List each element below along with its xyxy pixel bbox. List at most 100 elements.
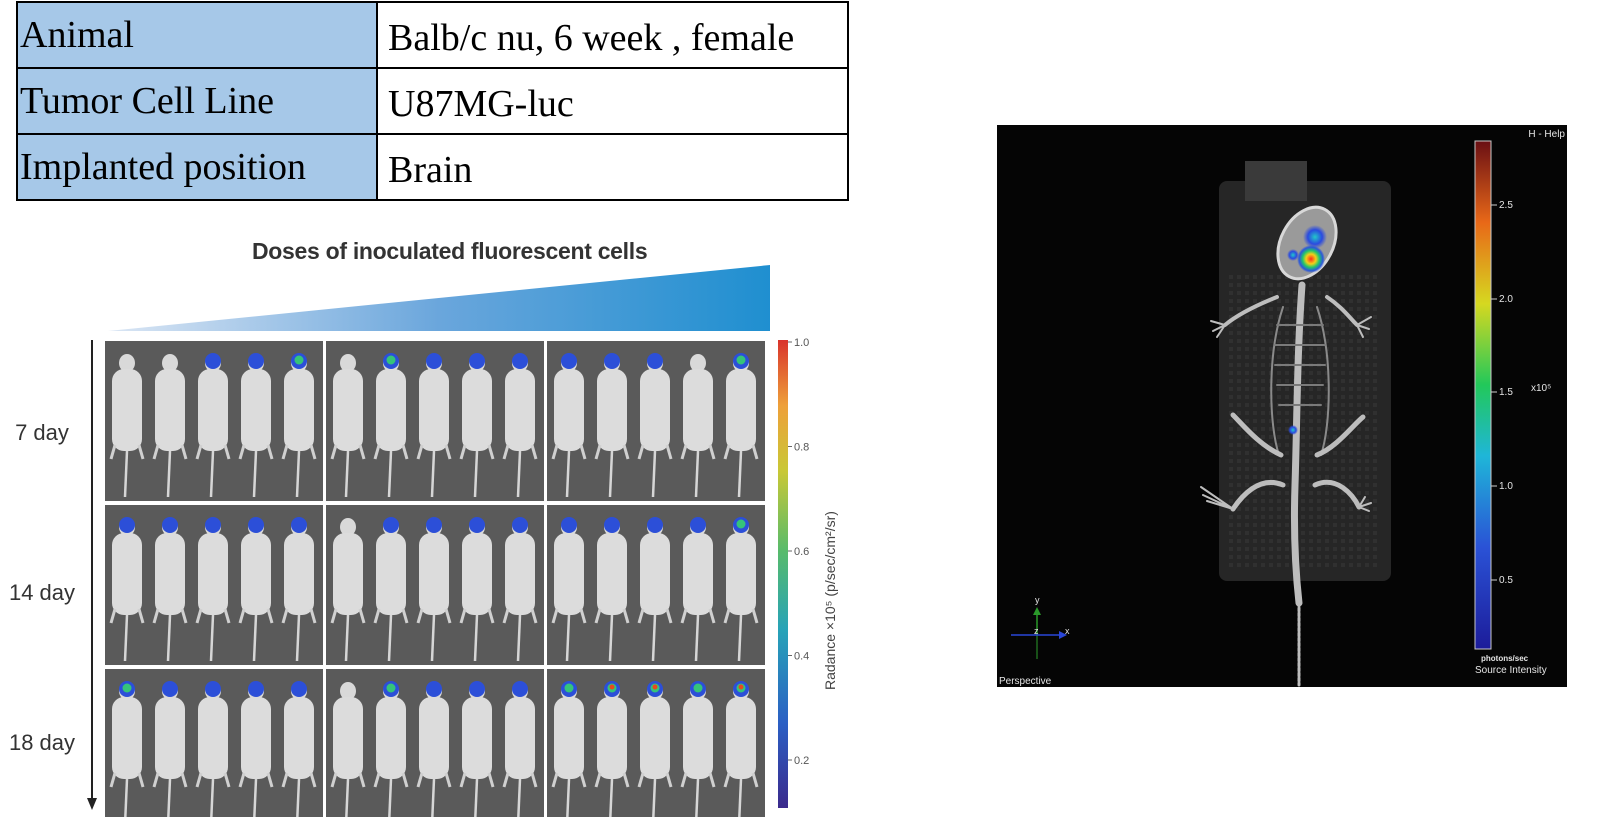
mouse — [109, 354, 145, 498]
mouse — [551, 681, 587, 817]
colorbar-tick-label: 0.2 — [794, 755, 809, 767]
signal-spot — [119, 681, 135, 697]
signal-spot — [205, 353, 221, 369]
ct-render — [1011, 140, 1497, 687]
signal-spot — [383, 517, 399, 533]
axis-gizmo — [1011, 607, 1067, 659]
axis-z-label: z — [1034, 626, 1039, 636]
colorbar-label: Radance ×10⁵ (p/sec/cm²/sr) — [822, 511, 838, 690]
signal-spot — [512, 681, 528, 697]
signal-spot — [426, 681, 442, 697]
mouse — [680, 354, 716, 498]
mouse — [238, 681, 274, 817]
mouse — [416, 517, 452, 662]
signal-spot — [647, 681, 663, 697]
holder-grid — [1229, 275, 1377, 567]
imaging-panel — [547, 669, 765, 817]
day-label: 18 day — [8, 730, 76, 755]
mouse — [330, 682, 366, 817]
mouse — [281, 517, 317, 662]
mouse — [330, 518, 366, 662]
signal-spot — [512, 353, 528, 369]
mouse — [723, 517, 759, 662]
signal-spot — [1288, 425, 1298, 435]
timeline-arrow — [87, 340, 97, 810]
intensity-scale-bar — [1474, 140, 1492, 650]
colorbar-tick-label: 0.8 — [794, 442, 809, 454]
mouse — [195, 353, 231, 498]
imaging-panel — [105, 505, 323, 665]
signal-spot — [604, 681, 620, 697]
mouse — [723, 353, 759, 498]
signal-spot — [248, 681, 264, 697]
axis-x-label: x — [1065, 626, 1070, 636]
units-bottom: Source Intensity — [1475, 665, 1547, 676]
mouse — [373, 681, 409, 817]
signal-spot — [248, 517, 264, 533]
mouse — [594, 681, 630, 817]
radiance-colorbar: 1.0 0.8 0.6 0.4 0.2 — [778, 337, 809, 808]
mouse — [152, 681, 188, 817]
scale-tick-label: 0.5 — [1499, 575, 1513, 586]
signal-spot — [426, 353, 442, 369]
ct-3d-viewer[interactable]: H - Help 2.5 2.0 1.5 x10⁵ 1.0 0.5 photon… — [997, 125, 1567, 687]
mouse — [109, 681, 145, 817]
signal-spot — [162, 681, 178, 697]
scale-tick-label: 2.5 — [1499, 200, 1513, 211]
mouse — [637, 517, 673, 662]
signal-spot — [690, 517, 706, 533]
scale-tick-label: 1.5 — [1499, 387, 1513, 398]
info-row-position: Implanted position Brain — [16, 133, 849, 201]
mouse — [109, 517, 145, 662]
info-row-cell-line: Tumor Cell Line U87MG-luc — [16, 67, 849, 135]
mouse — [330, 354, 366, 498]
imaging-panel — [326, 341, 544, 501]
mouse — [502, 681, 538, 817]
mouse — [459, 681, 495, 817]
mouse — [238, 353, 274, 498]
mouse — [416, 353, 452, 498]
mouse — [195, 517, 231, 662]
signal-spot — [291, 353, 307, 369]
info-key: Implanted position — [16, 133, 378, 201]
mouse — [152, 354, 188, 498]
day-label: 14 day — [8, 580, 76, 605]
mouse — [459, 353, 495, 498]
colorbar-tick-label: 0.6 — [794, 546, 809, 558]
mouse — [502, 517, 538, 662]
signal-spot — [1297, 245, 1325, 273]
imaging-panel — [105, 669, 323, 817]
mouse-imaging-grid — [105, 341, 765, 817]
help-hint[interactable]: H - Help — [1528, 129, 1565, 140]
day-label: 7 day — [15, 420, 69, 445]
imaging-panel — [547, 505, 765, 665]
mouse — [551, 353, 587, 498]
signal-spot — [469, 681, 485, 697]
view-mode-label[interactable]: Perspective — [999, 676, 1052, 687]
signal-spot — [162, 517, 178, 533]
mouse — [281, 353, 317, 498]
imaging-panel — [326, 669, 544, 817]
mouse — [723, 681, 759, 817]
signal-spot — [291, 517, 307, 533]
units-top: photons/sec — [1481, 654, 1529, 663]
mouse — [195, 681, 231, 817]
scale-tick-label: 2.0 — [1499, 294, 1513, 305]
signal-spot — [119, 517, 135, 533]
info-key: Tumor Cell Line — [16, 67, 378, 135]
mouse — [637, 681, 673, 817]
mouse — [680, 517, 716, 662]
info-row-animal: Animal Balb/c nu, 6 week , female — [16, 1, 849, 69]
signal-spot — [1287, 249, 1299, 261]
signal-spot — [690, 681, 706, 697]
colorbar-tick-label: 1.0 — [794, 337, 809, 349]
signal-spot — [647, 517, 663, 533]
mouse — [152, 517, 188, 662]
mouse — [594, 517, 630, 662]
signal-spot — [291, 681, 307, 697]
signal-spot — [383, 681, 399, 697]
mouse — [680, 681, 716, 817]
signal-spot — [205, 681, 221, 697]
signal-spot — [647, 353, 663, 369]
mouse — [373, 517, 409, 662]
